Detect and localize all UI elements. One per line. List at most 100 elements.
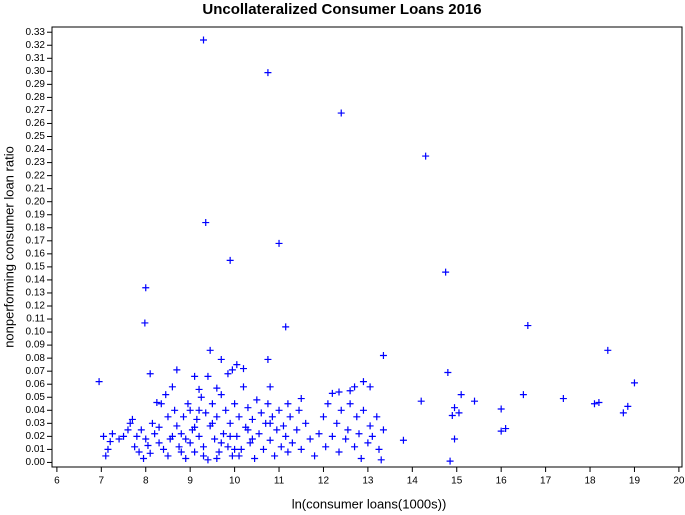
scatter-point xyxy=(180,413,188,421)
scatter-point xyxy=(271,452,279,460)
scatter-point xyxy=(284,448,292,456)
scatter-point xyxy=(315,430,323,438)
scatter-point xyxy=(259,445,267,453)
scatter-point xyxy=(164,452,172,460)
scatter-point xyxy=(324,400,332,408)
scatter-point xyxy=(206,346,214,354)
scatter-point xyxy=(282,432,290,440)
scatter-point xyxy=(286,413,294,421)
scatter-point xyxy=(311,452,319,460)
scatter-point xyxy=(559,395,567,403)
scatter-point xyxy=(202,219,210,227)
scatter-point xyxy=(137,426,145,434)
y-tick-label: 0.21 xyxy=(26,183,46,194)
scatter-point xyxy=(195,432,203,440)
scatter-point xyxy=(246,439,254,447)
x-tick-label: 7 xyxy=(99,476,105,487)
y-tick-label: 0.26 xyxy=(26,118,46,129)
scatter-point xyxy=(524,322,532,330)
y-tick-label: 0.29 xyxy=(26,79,46,90)
scatter-point xyxy=(264,355,272,363)
scatter-point xyxy=(457,391,465,399)
scatter-point xyxy=(142,284,150,292)
scatter-point xyxy=(375,445,383,453)
scatter-point xyxy=(104,445,112,453)
scatter-point xyxy=(630,379,638,387)
scatter-point xyxy=(253,396,261,404)
x-tick-label: 13 xyxy=(362,476,374,487)
scatter-point xyxy=(344,426,352,434)
y-tick-label: 0.28 xyxy=(26,92,46,103)
scatter-point xyxy=(322,443,330,451)
scatter-point xyxy=(135,448,143,456)
scatter-point xyxy=(226,419,234,427)
x-tick-label: 19 xyxy=(629,476,641,487)
y-tick-label: 0.07 xyxy=(26,366,46,377)
scatter-point xyxy=(211,435,219,443)
scatter-point xyxy=(399,436,407,444)
scatter-point xyxy=(155,439,163,447)
y-tick-label: 0.01 xyxy=(26,444,46,455)
y-tick-label: 0.10 xyxy=(26,327,46,338)
x-tick-label: 10 xyxy=(229,476,241,487)
scatter-point xyxy=(624,402,632,410)
scatter-point xyxy=(297,445,305,453)
y-tick-label: 0.14 xyxy=(26,275,46,286)
y-tick-label: 0.24 xyxy=(26,144,46,155)
scatter-point xyxy=(275,239,283,247)
scatter-point xyxy=(255,430,263,438)
y-tick-label: 0.17 xyxy=(26,235,46,246)
scatter-point xyxy=(237,445,245,453)
scatter-point xyxy=(351,443,359,451)
scatter-point xyxy=(168,432,176,440)
y-tick-label: 0.02 xyxy=(26,431,46,442)
scatter-point xyxy=(144,441,152,449)
scatter-point xyxy=(155,423,163,431)
x-tick-label: 16 xyxy=(496,476,508,487)
scatter-point xyxy=(273,426,281,434)
y-tick-label: 0.08 xyxy=(26,353,46,364)
scatter-point xyxy=(295,406,303,414)
scatter-point xyxy=(619,409,627,417)
y-tick-label: 0.03 xyxy=(26,418,46,429)
scatter-point xyxy=(226,256,234,264)
scatter-point xyxy=(239,365,247,373)
scatter-point xyxy=(319,413,327,421)
scatter-point xyxy=(217,391,225,399)
y-tick-label: 0.06 xyxy=(26,379,46,390)
scatter-point xyxy=(519,391,527,399)
scatter-point xyxy=(422,152,430,160)
scatter-point xyxy=(120,432,128,440)
y-tick-label: 0.13 xyxy=(26,288,46,299)
scatter-point xyxy=(200,443,208,451)
x-tick-label: 18 xyxy=(584,476,596,487)
scatter-point xyxy=(219,430,227,438)
scatter-point xyxy=(328,432,336,440)
scatter-point xyxy=(182,455,190,463)
scatter-point xyxy=(353,413,361,421)
scatter-point xyxy=(175,443,183,451)
scatter-point xyxy=(451,435,459,443)
scatter-point xyxy=(146,370,154,378)
scatter-point xyxy=(335,448,343,456)
scatter-point xyxy=(195,385,203,393)
y-axis-label: nonperforming consumer loan ratio xyxy=(1,146,16,348)
scatter-point xyxy=(131,443,139,451)
x-tick-label: 9 xyxy=(187,476,193,487)
scatter-point xyxy=(173,422,181,430)
scatter-point xyxy=(217,355,225,363)
scatter-point xyxy=(244,404,252,412)
scatter-point xyxy=(177,430,185,438)
scatter-point xyxy=(182,435,190,443)
scatter-point xyxy=(184,400,192,408)
scatter-point xyxy=(379,426,387,434)
scatter-point xyxy=(202,409,210,417)
scatter-point xyxy=(604,346,612,354)
scatter-point xyxy=(186,439,194,447)
scatter-point xyxy=(244,426,252,434)
scatter-point xyxy=(200,452,208,460)
scatter-point xyxy=(379,352,387,360)
scatter-point xyxy=(346,387,354,395)
scatter-point xyxy=(157,400,165,408)
y-tick-label: 0.16 xyxy=(26,248,46,259)
